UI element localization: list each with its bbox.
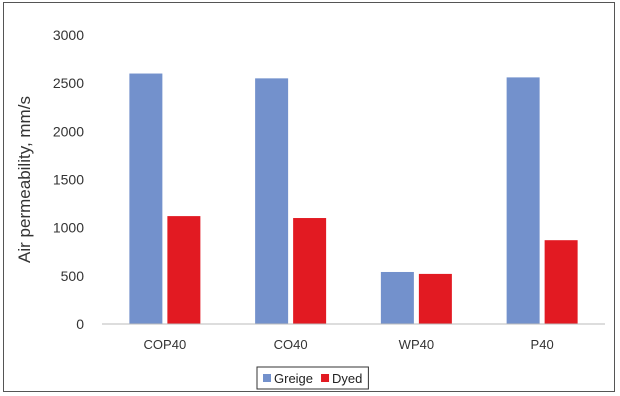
legend-box	[256, 366, 369, 390]
legend-label-greige: Greige	[274, 371, 313, 386]
x-tick-label-wp40: WP40	[399, 337, 434, 352]
y-tick-label-2500: 2500	[53, 75, 84, 91]
bar-dyed-wp40	[418, 273, 452, 324]
bar-greige-wp40	[380, 271, 414, 324]
y-tick-label-1500: 1500	[53, 172, 84, 188]
y-axis-ticks: 0 500 1000 1500 2000 2500 3000	[53, 27, 84, 332]
x-tick-label-cop40: COP40	[144, 337, 187, 352]
x-tick-label-p40: P40	[531, 337, 554, 352]
bar-dyed-cop40	[167, 216, 201, 324]
legend-label-dyed: Dyed	[332, 371, 362, 386]
bar-greige-cop40	[129, 73, 163, 325]
legend-swatch-greige	[263, 374, 271, 382]
chart-frame: 0 500 1000 1500 2000 2500 3000 COP40 CO40 WP40 P4…	[3, 2, 615, 392]
y-tick-label-500: 500	[61, 268, 85, 284]
legend-swatch-dyed	[321, 374, 330, 382]
y-axis-label: Air permeability, mm/s	[15, 96, 34, 263]
y-tick-label-0: 0	[76, 316, 84, 332]
bar-greige-co40	[255, 78, 289, 324]
bar-dyed-co40	[293, 218, 327, 324]
y-tick-label-1000: 1000	[53, 220, 84, 236]
x-axis-categories: COP40 CO40 WP40 P40	[144, 337, 554, 352]
x-tick-label-co40: CO40	[274, 337, 308, 352]
bar-dyed-p40	[544, 240, 578, 324]
bars	[129, 73, 578, 325]
legend: Greige Dyed	[256, 366, 369, 390]
bar-chart: 0 500 1000 1500 2000 2500 3000 COP40 CO40 WP40 P4…	[15, 27, 605, 390]
y-tick-label-2000: 2000	[53, 123, 84, 139]
y-tick-label-3000: 3000	[53, 27, 84, 43]
bar-greige-p40	[506, 77, 540, 325]
